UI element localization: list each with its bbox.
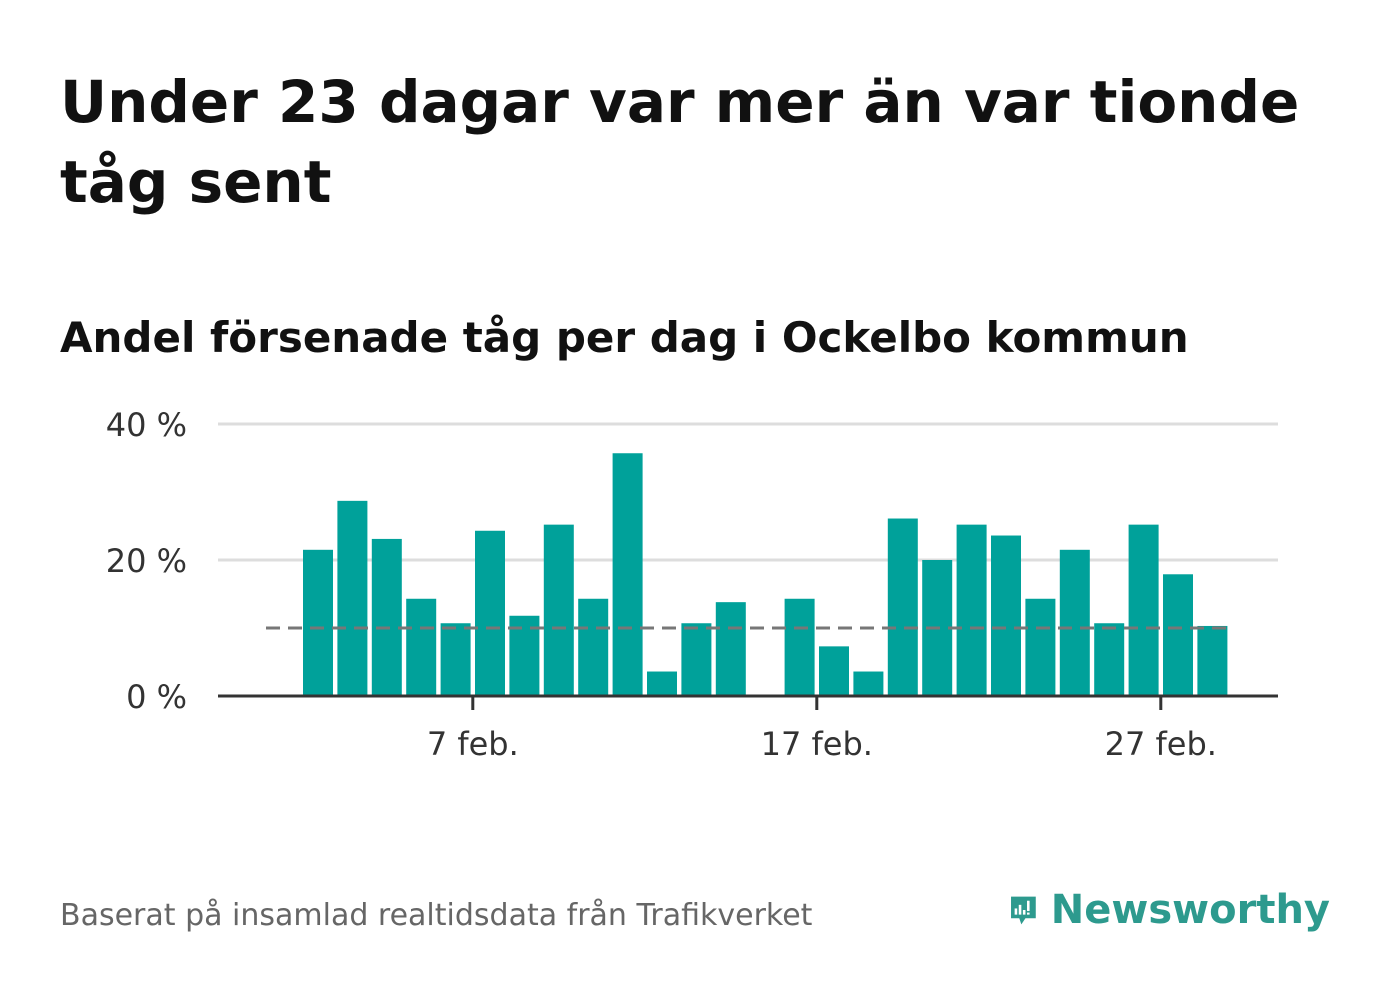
bar-chart: 0 % 20 % 40 % 7 feb. 17 feb. 27 feb. — [106, 406, 1278, 763]
chart-subtitle: Andel försenade tåg per dag i Ockelbo ko… — [60, 313, 1189, 362]
bar — [853, 671, 884, 696]
x-tick-label: 27 feb. — [1105, 725, 1217, 763]
bar — [1163, 574, 1193, 696]
newsworthy-logo-icon — [1011, 896, 1036, 925]
brand-name: Newsworthy — [1050, 887, 1330, 933]
bar — [1059, 549, 1090, 696]
bar — [991, 535, 1021, 696]
source-note: Baserat på insamlad realtidsdata från Tr… — [60, 898, 813, 933]
bar — [303, 549, 333, 696]
y-tick-label: 40 % — [106, 406, 187, 444]
bar — [647, 671, 677, 696]
x-tick-label: 7 feb. — [427, 725, 519, 763]
bar — [887, 518, 918, 696]
y-tick-label: 0 % — [126, 678, 187, 716]
y-tick-label: 20 % — [106, 542, 187, 580]
headline: Under 23 dagar var mer än var tionde tåg… — [60, 68, 1300, 216]
brand-logo: Newsworthy — [1010, 878, 1330, 942]
bar — [578, 598, 609, 696]
bar — [1128, 524, 1159, 696]
bar — [612, 453, 643, 696]
axes: 0 % 20 % 40 % 7 feb. 17 feb. 27 feb. — [106, 406, 1278, 763]
bar — [784, 598, 815, 696]
bar — [440, 623, 471, 696]
bar — [1197, 625, 1228, 696]
bar — [1094, 623, 1125, 696]
bar — [337, 500, 368, 696]
bar — [475, 530, 505, 696]
bar — [681, 623, 712, 696]
bar — [819, 646, 849, 696]
bar — [543, 524, 574, 696]
bars — [303, 453, 1228, 696]
bar — [1025, 598, 1056, 696]
bar — [956, 524, 987, 696]
x-tick-label: 17 feb. — [761, 725, 873, 763]
bar — [715, 602, 746, 696]
bar — [371, 538, 402, 696]
bar — [406, 598, 437, 696]
